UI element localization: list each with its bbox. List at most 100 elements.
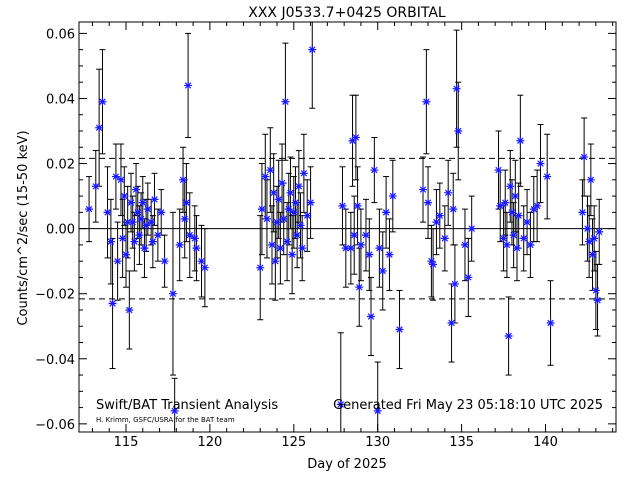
data-point [289, 208, 298, 217]
data-point [355, 283, 364, 292]
data-point [348, 136, 357, 145]
data-point [395, 325, 404, 334]
x-tick-label: 125 [281, 435, 306, 450]
data-point [148, 237, 157, 246]
data-point [356, 240, 365, 249]
data-point [180, 214, 189, 223]
y-tick-label: 0.02 [46, 158, 75, 173]
data-point [261, 172, 270, 181]
data-point [543, 172, 552, 181]
data-point [133, 208, 142, 217]
data-point [256, 263, 265, 272]
data-point [366, 312, 375, 321]
data-point [511, 192, 520, 201]
y-tick-label: −0.02 [35, 288, 75, 303]
data-point [160, 257, 169, 266]
data-point [419, 185, 428, 194]
error-bars [86, 22, 603, 432]
plot-frame [78, 21, 617, 433]
data-point [464, 273, 473, 282]
data-point [536, 159, 545, 168]
data-point [138, 198, 147, 207]
data-point [142, 221, 151, 230]
data-point [291, 198, 300, 207]
data-point [585, 237, 594, 246]
data-point [588, 250, 597, 259]
data-point [276, 244, 285, 253]
y-axis-label: Counts/cm^2/sec (15-50 keV) [16, 130, 31, 325]
data-point [299, 169, 308, 178]
data-point [150, 195, 159, 204]
data-point [95, 123, 104, 132]
x-tick-label: 120 [197, 435, 222, 450]
data-point [460, 240, 469, 249]
data-point [296, 221, 305, 230]
data-point [444, 188, 453, 197]
data-point [378, 266, 387, 275]
y-tick-label: 0.06 [46, 27, 75, 42]
data-point [108, 299, 117, 308]
data-point [422, 97, 431, 106]
data-point [504, 332, 513, 341]
data-point [274, 195, 283, 204]
data-point [116, 175, 125, 184]
data-point [303, 211, 312, 220]
data-point [184, 81, 193, 90]
data-point [365, 250, 374, 259]
data-point [130, 237, 139, 246]
data-point [440, 234, 449, 243]
data-point [293, 231, 302, 240]
data-point [106, 237, 115, 246]
data-point [120, 192, 129, 201]
data-point [168, 289, 177, 298]
data-point [91, 182, 100, 191]
data-point [529, 205, 538, 214]
data-point [361, 231, 370, 240]
footer-generated-timestamp: Generated Fri May 23 05:18:10 UTC 2025 [333, 398, 603, 413]
data-point [501, 198, 510, 207]
data-point [271, 257, 280, 266]
data-point [593, 296, 602, 305]
data-point [262, 214, 271, 223]
data-point [590, 234, 599, 243]
data-point [153, 231, 162, 240]
data-point [502, 240, 511, 249]
data-point [135, 231, 144, 240]
data-point [278, 179, 287, 188]
data-point [182, 198, 191, 207]
reference-lines [79, 157, 616, 300]
x-axis-label: Day of 2025 [307, 457, 387, 472]
data-point [514, 211, 523, 220]
data-point [499, 234, 508, 243]
data-point [267, 240, 276, 249]
data-point [200, 263, 209, 272]
data-point [454, 127, 463, 136]
data-point [452, 84, 461, 93]
data-point [350, 231, 359, 240]
data-point [143, 205, 152, 214]
x-tick-label: 130 [365, 435, 390, 450]
data-markers [85, 45, 604, 415]
data-point [429, 260, 438, 269]
data-point [273, 218, 282, 227]
data-point [506, 182, 515, 191]
chart-title: XXX J0533.7+0425 ORBITAL [248, 5, 446, 21]
data-point [583, 224, 592, 233]
data-point [424, 198, 433, 207]
data-point [338, 201, 347, 210]
data-point [85, 205, 94, 214]
data-point [185, 231, 194, 240]
data-point [197, 257, 206, 266]
data-point [427, 257, 436, 266]
data-point [298, 244, 307, 253]
data-point [546, 318, 555, 327]
data-point [336, 400, 345, 409]
data-point [127, 198, 136, 207]
data-point [507, 208, 516, 217]
data-point [137, 214, 146, 223]
data-point [373, 406, 382, 415]
x-tick-label: 135 [449, 435, 474, 450]
data-point [509, 231, 518, 240]
data-point [435, 211, 444, 220]
